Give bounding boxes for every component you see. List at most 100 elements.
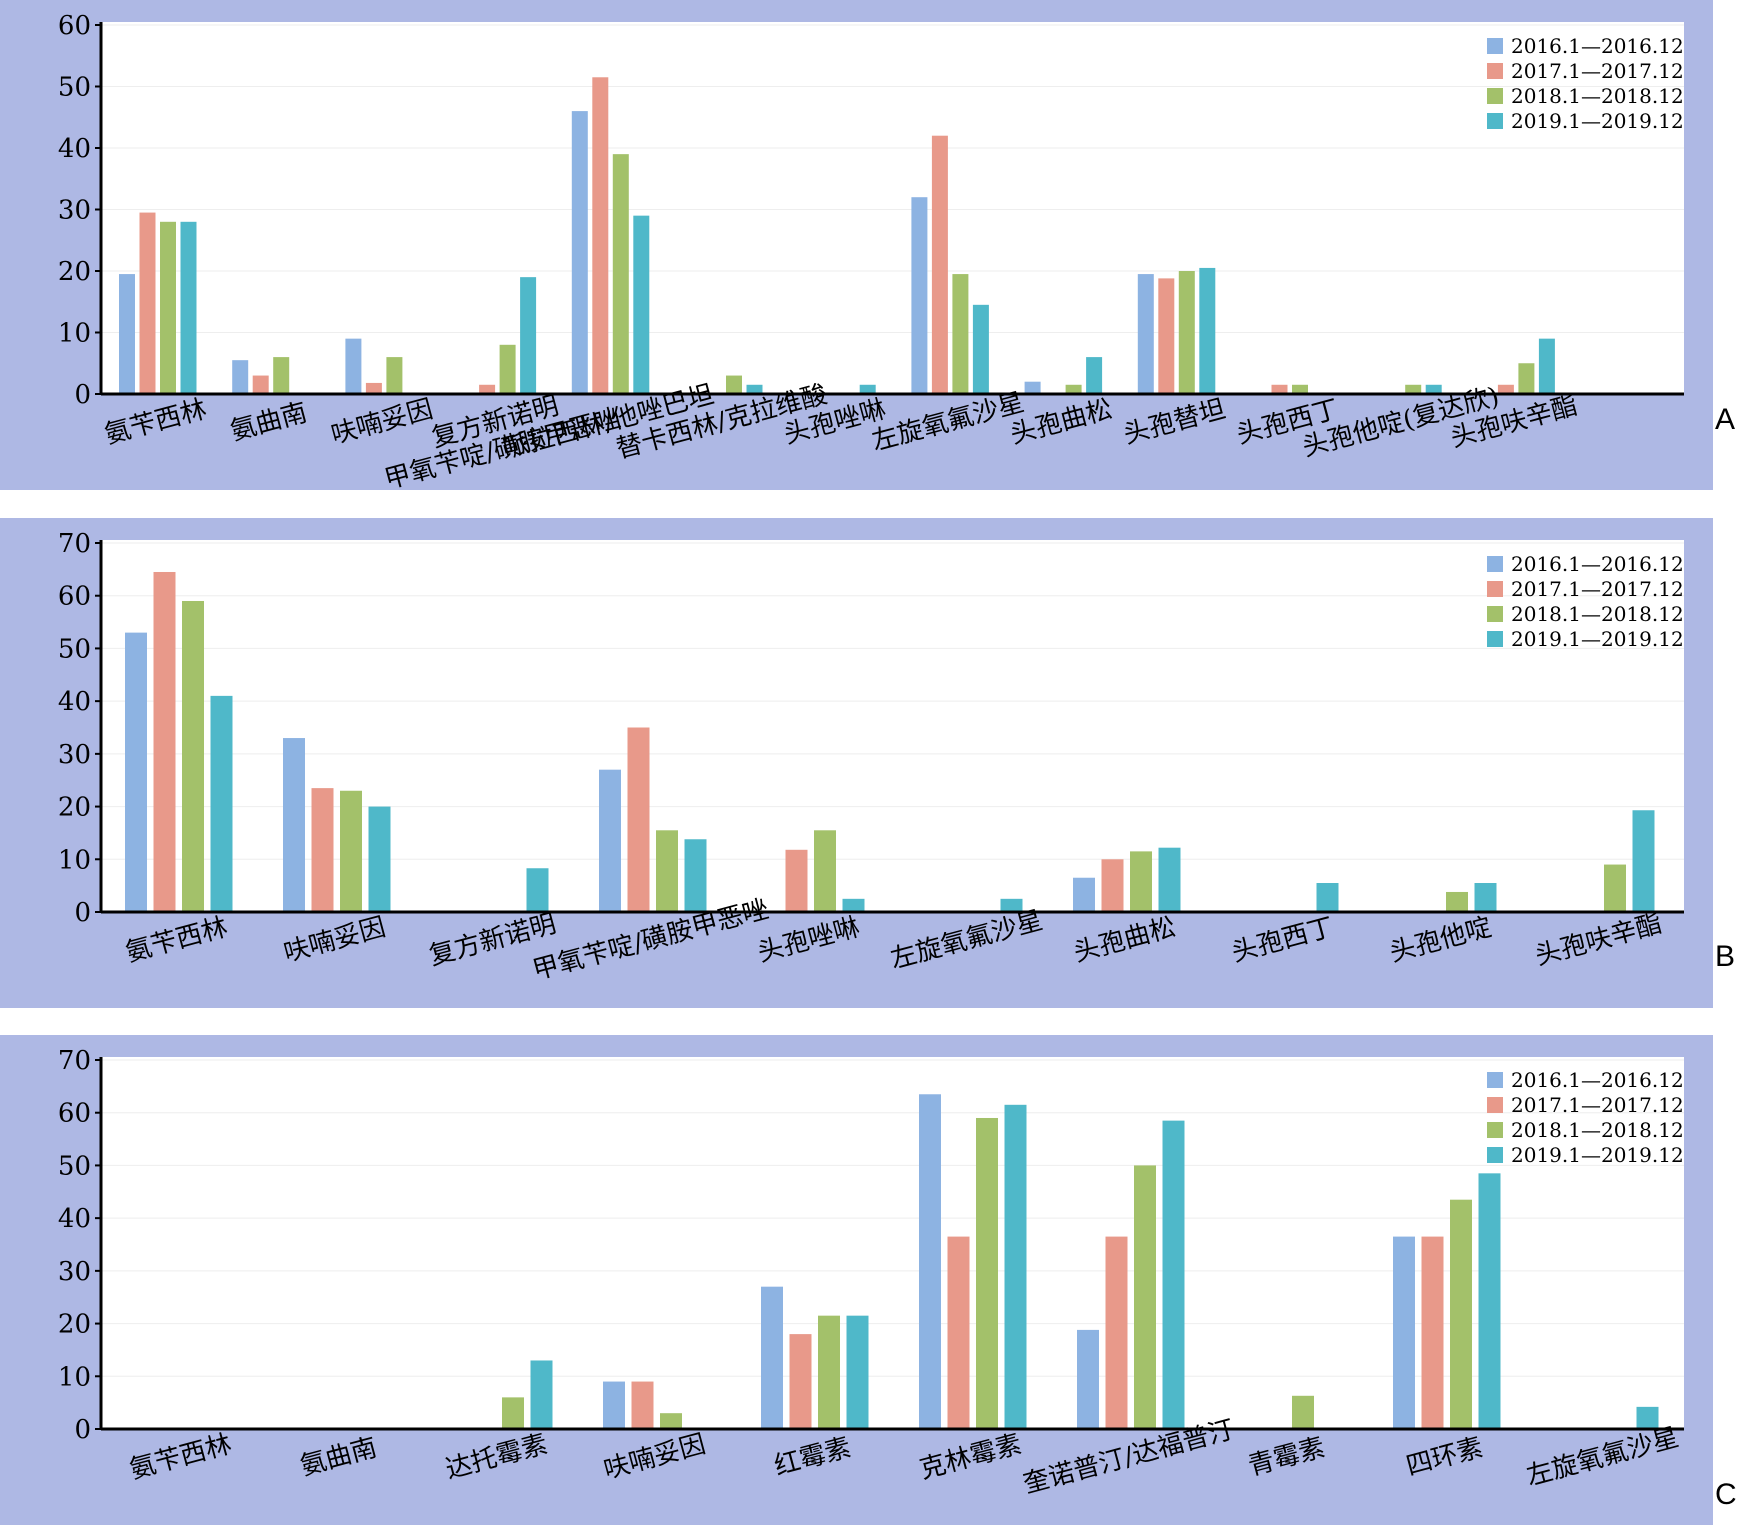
bar-2016 <box>919 1094 941 1429</box>
bar-2018 <box>1292 384 1308 394</box>
bar-2018 <box>952 274 969 394</box>
bar-2016 <box>1073 877 1095 912</box>
legend-swatch <box>1487 1122 1503 1138</box>
bar-2019 <box>210 695 233 912</box>
bar-2017 <box>785 849 808 912</box>
bar-2016 <box>283 738 305 912</box>
bar-2019 <box>1004 1104 1027 1429</box>
legend-label: 2019.1—2019.12 <box>1511 627 1684 651</box>
y-tick-label: 30 <box>58 1257 91 1287</box>
bar-2018 <box>976 1117 998 1429</box>
y-tick-label: 40 <box>58 687 91 717</box>
bar-2019 <box>1478 1173 1501 1429</box>
x-category-label: 左旋氧氟沙星 <box>1523 1423 1681 1492</box>
y-tick-label: 40 <box>58 134 91 164</box>
x-category-label: 奎诺普汀/达福普汀 <box>1020 1415 1237 1500</box>
bar-2016 <box>125 632 147 912</box>
legend-label: 2016.1—2016.12 <box>1511 34 1684 58</box>
bar-2019 <box>520 277 537 394</box>
bar-2019 <box>684 839 707 912</box>
legend-label: 2016.1—2016.12 <box>1511 552 1684 576</box>
bar-2019 <box>633 215 650 394</box>
y-tick-label: 10 <box>58 319 91 349</box>
x-category-label: 红霉素 <box>771 1433 854 1482</box>
legend-swatch <box>1487 113 1503 129</box>
bar-2019 <box>1474 883 1497 912</box>
bar-2017 <box>1101 859 1124 912</box>
y-tick-label: 50 <box>58 634 91 664</box>
x-category-label-text: 氨曲南 <box>297 1433 380 1482</box>
legend-swatch <box>1487 1147 1503 1163</box>
x-category-label-text: 氨苄西林 <box>127 1429 235 1485</box>
x-category-label: 四环素 <box>1403 1433 1486 1482</box>
legend-swatch <box>1487 1097 1503 1113</box>
bar-2019 <box>1000 898 1023 912</box>
y-tick-label: 30 <box>58 196 91 226</box>
y-tick-label: 0 <box>74 898 91 928</box>
legend-swatch <box>1487 581 1503 597</box>
legend-swatch <box>1487 1072 1503 1088</box>
bar-2019 <box>842 898 865 912</box>
bar-2019 <box>530 1360 553 1429</box>
x-category-label: 克林霉素 <box>917 1429 1025 1485</box>
bar-2017 <box>1421 1236 1444 1429</box>
bar-2017 <box>1158 278 1175 394</box>
bar-2018 <box>1604 864 1626 912</box>
bar-2018 <box>1450 1199 1472 1429</box>
panel-c-plot-area <box>101 1057 1684 1429</box>
y-tick-label: 40 <box>58 1204 91 1234</box>
x-category-label-text: 青霉素 <box>1245 1433 1328 1482</box>
bar-2019 <box>1199 267 1216 394</box>
bar-2017 <box>631 1381 654 1429</box>
y-tick-label: 70 <box>58 1046 91 1076</box>
legend-swatch <box>1487 88 1503 104</box>
bar-2017 <box>947 1236 970 1429</box>
y-tick-label: 60 <box>58 582 91 612</box>
legend-label: 2017.1—2017.12 <box>1511 577 1684 601</box>
x-category-label-text: 奎诺普汀/达福普汀 <box>1020 1415 1237 1500</box>
bar-2018 <box>1130 851 1152 912</box>
x-category-label: 氨曲南 <box>297 1433 380 1482</box>
bar-2016 <box>1077 1329 1099 1429</box>
bar-2016 <box>911 197 928 394</box>
bar-2019 <box>1632 810 1655 912</box>
bar-2019 <box>1158 847 1181 912</box>
legend-label: 2018.1—2018.12 <box>1511 602 1684 626</box>
bar-2016 <box>571 111 588 394</box>
y-tick-label: 20 <box>58 1310 91 1340</box>
y-tick-label: 20 <box>58 793 91 823</box>
legend-swatch <box>1487 63 1503 79</box>
bar-2017 <box>592 77 609 395</box>
y-tick-label: 60 <box>58 11 91 41</box>
legend-label: 2018.1—2018.12 <box>1511 84 1684 108</box>
bar-2018 <box>1065 384 1082 394</box>
bar-2018 <box>1134 1165 1156 1429</box>
bar-2018 <box>340 790 362 912</box>
bar-2019 <box>859 384 876 394</box>
bar-2016 <box>761 1286 783 1429</box>
bar-2017 <box>153 571 176 912</box>
y-tick-label: 20 <box>58 257 91 287</box>
x-category-label-text: 左旋氧氟沙星 <box>1523 1423 1681 1492</box>
bar-2016 <box>1024 381 1041 394</box>
bar-2018 <box>656 830 678 912</box>
bar-2018 <box>502 1397 524 1429</box>
bar-2019 <box>746 384 763 394</box>
bar-2017 <box>1497 384 1514 394</box>
bar-2018 <box>182 600 204 912</box>
y-tick-label: 0 <box>74 380 91 410</box>
y-tick-label: 60 <box>58 1099 91 1129</box>
bar-2018 <box>499 344 516 394</box>
bar-2016 <box>232 360 249 394</box>
bar-2018 <box>1518 363 1535 394</box>
bar-2016 <box>1137 274 1154 394</box>
legend-label: 2018.1—2018.12 <box>1511 1118 1684 1142</box>
bar-2019 <box>1538 338 1555 394</box>
y-tick-label: 30 <box>58 740 91 770</box>
x-category-label: 氨苄西林 <box>127 1429 235 1485</box>
bar-2019 <box>1425 384 1442 394</box>
legend-label: 2017.1—2017.12 <box>1511 59 1684 83</box>
